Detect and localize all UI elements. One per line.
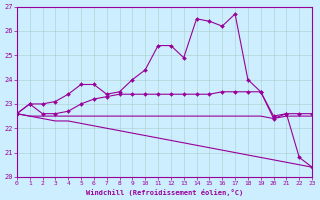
X-axis label: Windchill (Refroidissement éolien,°C): Windchill (Refroidissement éolien,°C) xyxy=(86,189,243,196)
